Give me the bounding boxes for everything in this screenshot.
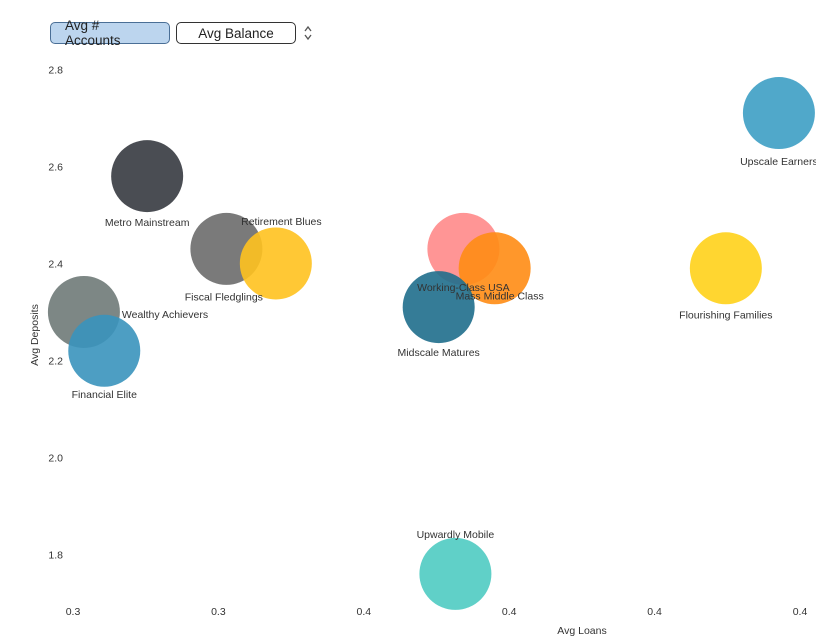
avg-accounts-button[interactable]: Avg # Accounts: [50, 18, 170, 48]
bubble-label: Working-Class USA: [417, 282, 510, 294]
bubble-fiscal-fledglings[interactable]: [239, 227, 312, 300]
measure-toggle-group: Avg # Accounts Avg Balance: [50, 18, 314, 48]
x-tick-label: 0.4: [647, 606, 662, 618]
y-tick-label: 1.8: [48, 549, 63, 561]
bubble-label: Upscale Earners: [740, 156, 816, 168]
bubble-mass-middle-class[interactable]: [458, 232, 531, 305]
x-tick-label: 0.3: [66, 606, 81, 618]
x-axis-title: Avg Loans: [557, 625, 606, 637]
x-tick-label: 0.4: [793, 606, 808, 618]
bubble-layer: [47, 77, 815, 610]
bubble-upwardly-mobile[interactable]: [419, 537, 492, 610]
measure-stepper[interactable]: [302, 22, 314, 44]
bubble-metro-mainstream[interactable]: [111, 140, 184, 213]
bubble-label: Flourishing Families: [679, 309, 772, 321]
bubble-financial-elite[interactable]: [68, 314, 141, 387]
bubble-label: Wealthy Achievers: [122, 309, 208, 321]
x-tick-label: 0.3: [211, 606, 226, 618]
y-tick-label: 2.2: [48, 355, 63, 367]
y-tick-label: 2.0: [48, 452, 63, 464]
bubble-midscale-matures[interactable]: [402, 271, 475, 344]
x-tick-label: 0.4: [356, 606, 371, 618]
bubble-label: Fiscal Fledglings: [185, 291, 263, 303]
bubble-upscale-earners[interactable]: [742, 77, 815, 150]
bubble-label: Financial Elite: [72, 389, 138, 401]
x-axis-ticks: 0.3 0.3 0.4 0.4 0.4 0.4: [66, 606, 808, 618]
y-tick-label: 2.6: [48, 161, 63, 173]
bubble-label: Midscale Matures: [398, 347, 480, 359]
bubble-label: Upwardly Mobile: [417, 529, 495, 541]
y-axis-title: Avg Deposits: [29, 304, 41, 366]
x-tick-label: 0.4: [502, 606, 517, 618]
y-tick-label: 2.4: [48, 258, 63, 270]
avg-balance-button[interactable]: Avg Balance: [176, 22, 296, 44]
y-tick-label: 2.8: [48, 64, 63, 76]
y-axis-ticks: 1.8 2.0 2.2 2.4 2.6 2.8: [48, 64, 63, 561]
up-down-arrows-icon: [304, 25, 312, 41]
bubble-label: Retirement Blues: [241, 216, 322, 228]
bubble-label: Mass Middle Class: [456, 290, 544, 302]
bubble-flourishing-families[interactable]: [689, 232, 762, 305]
bubble-label-layer: Upscale Earners Metro Mainstream Retiremen…: [72, 156, 816, 541]
bubble-label: Metro Mainstream: [105, 217, 190, 229]
